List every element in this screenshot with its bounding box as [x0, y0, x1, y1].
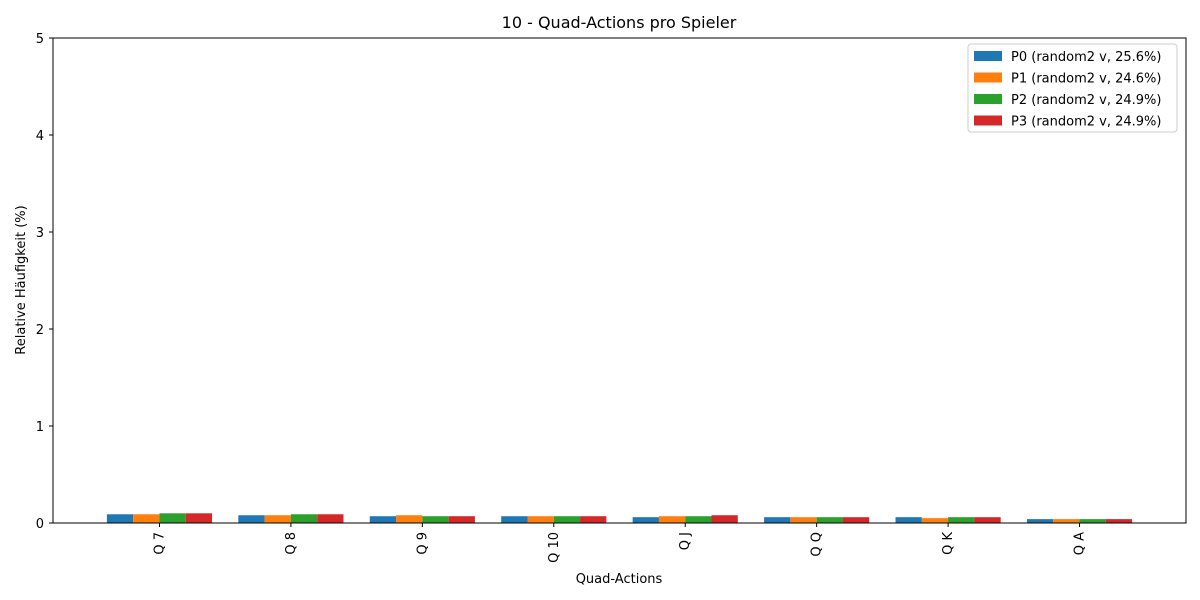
legend: P0 (random2 v, 25.6%) P1 (random2 v, 24.6… — [967, 43, 1178, 133]
y-tick-label: 4 — [36, 129, 44, 144]
bar-p2-5 — [816, 517, 843, 523]
plot-frame — [52, 37, 1187, 524]
y-tick-label: 3 — [36, 226, 44, 241]
bar-p2-6 — [948, 517, 975, 523]
legend-swatch-p1 — [974, 72, 1002, 83]
y-tick-label: 2 — [36, 323, 44, 338]
bar-p1-0 — [133, 514, 160, 523]
bar-p1-6 — [921, 518, 949, 523]
bar-p3-7 — [1105, 519, 1133, 523]
bar-p1-4 — [658, 516, 686, 523]
bar-p1-3 — [527, 516, 554, 523]
bar-p3-5 — [842, 517, 870, 523]
bar-p3-3 — [580, 516, 607, 523]
bar-p0-5 — [764, 517, 791, 523]
x-tick-label: Q 9 — [415, 532, 430, 555]
x-tick-label: Q Q — [810, 532, 825, 557]
legend-label-p0: P0 (random2 v, 25.6%) — [1011, 50, 1161, 65]
x-axis-label: Quad-Actions — [576, 572, 663, 587]
bar-p0-4 — [632, 517, 659, 523]
bar-p1-1 — [264, 515, 291, 523]
legend-swatch-p0 — [974, 51, 1002, 61]
legend-label-p1: P1 (random2 v, 24.6%) — [1011, 72, 1161, 87]
x-tick-label: Q K — [941, 532, 956, 555]
bars-layer — [106, 513, 1133, 523]
bar-p2-4 — [685, 516, 712, 523]
legend-box — [967, 43, 1178, 133]
legend-label-p2: P2 (random2 v, 24.9%) — [1011, 93, 1161, 108]
bar-p1-5 — [790, 517, 817, 523]
bar-p3-1 — [317, 514, 344, 523]
bar-p2-0 — [159, 513, 186, 523]
bar-p0-1 — [238, 515, 265, 523]
legend-swatch-p3 — [974, 115, 1002, 126]
bar-p0-3 — [501, 516, 528, 523]
legend-swatch-p2 — [974, 94, 1002, 104]
legend-label-p3: P3 (random2 v, 24.9%) — [1011, 115, 1161, 130]
bar-p3-0 — [185, 513, 213, 523]
y-tick-label: 0 — [36, 517, 44, 532]
y-tick-label: 5 — [36, 32, 44, 47]
bar-p2-2 — [422, 516, 449, 523]
bar-p3-4 — [711, 515, 738, 523]
bar-p1-7 — [1053, 519, 1080, 523]
bar-p2-7 — [1079, 519, 1106, 523]
chart-title: 10 - Quad-Actions pro Spieler — [502, 13, 737, 32]
bar-p0-2 — [369, 516, 397, 523]
bar-p0-0 — [106, 514, 134, 523]
y-axis-label: Relative Häufigkeit (%) — [14, 205, 29, 354]
x-tick-label: Q 8 — [284, 532, 299, 555]
bar-p0-6 — [895, 517, 922, 523]
bar-p3-2 — [448, 516, 475, 523]
y-tick-label: 1 — [36, 420, 44, 435]
axes-layer: 0 1 2 3 4 5 Q 7 Q 8 Q 9 Q 10 Q J Q Q Q K Q A — [36, 32, 1187, 563]
x-tick-label: Q A — [1073, 532, 1088, 555]
bar-p1-2 — [396, 515, 423, 523]
bar-p2-3 — [553, 516, 581, 523]
bar-p2-1 — [290, 514, 318, 523]
bar-p3-6 — [974, 517, 1001, 523]
x-tick-label: Q 10 — [547, 532, 562, 563]
bar-p0-7 — [1026, 519, 1054, 523]
x-tick-label: Q J — [678, 532, 693, 550]
x-tick-label: Q 7 — [152, 532, 167, 555]
